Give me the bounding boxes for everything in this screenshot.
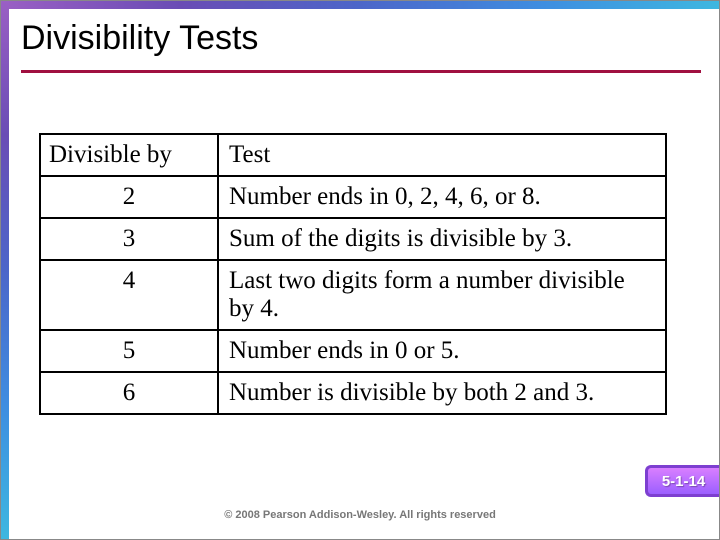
top-gradient-bar: [1, 1, 719, 9]
table-row: 4 Last two digits form a number divisibl…: [41, 259, 665, 329]
slide-title: Divisibility Tests: [21, 19, 701, 66]
copyright-text: © 2008 Pearson Addison-Wesley. All right…: [1, 509, 719, 521]
table-cell-test: Sum of the digits is divisible by 3.: [219, 219, 665, 259]
table-header-row: Divisible by Test: [41, 135, 665, 175]
table-row: 3 Sum of the digits is divisible by 3.: [41, 217, 665, 259]
table-header-cell: Divisible by: [41, 135, 219, 175]
table-cell-divisor: 4: [41, 261, 219, 329]
table-cell-test: Last two digits form a number divisible …: [219, 261, 665, 329]
table-row: 2 Number ends in 0, 2, 4, 6, or 8.: [41, 175, 665, 217]
table-cell-test: Number ends in 0, 2, 4, 6, or 8.: [219, 177, 665, 217]
table-cell-divisor: 5: [41, 331, 219, 371]
table-header-cell: Test: [219, 135, 665, 175]
table-cell-test: Number ends in 0 or 5.: [219, 331, 665, 371]
divisibility-table: Divisible by Test 2 Number ends in 0, 2,…: [39, 133, 667, 415]
table-cell-divisor: 3: [41, 219, 219, 259]
table-row: 5 Number ends in 0 or 5.: [41, 329, 665, 371]
table-cell-test: Number is divisible by both 2 and 3.: [219, 373, 665, 413]
left-gradient-bar: [1, 1, 9, 539]
page-number-label: 5-1-14: [662, 473, 705, 490]
table-cell-divisor: 2: [41, 177, 219, 217]
table-row: 6 Number is divisible by both 2 and 3.: [41, 371, 665, 413]
title-underline: [21, 70, 701, 73]
title-area: Divisibility Tests: [21, 19, 701, 73]
table-cell-divisor: 6: [41, 373, 219, 413]
page-number-badge: 5-1-14: [645, 465, 719, 497]
